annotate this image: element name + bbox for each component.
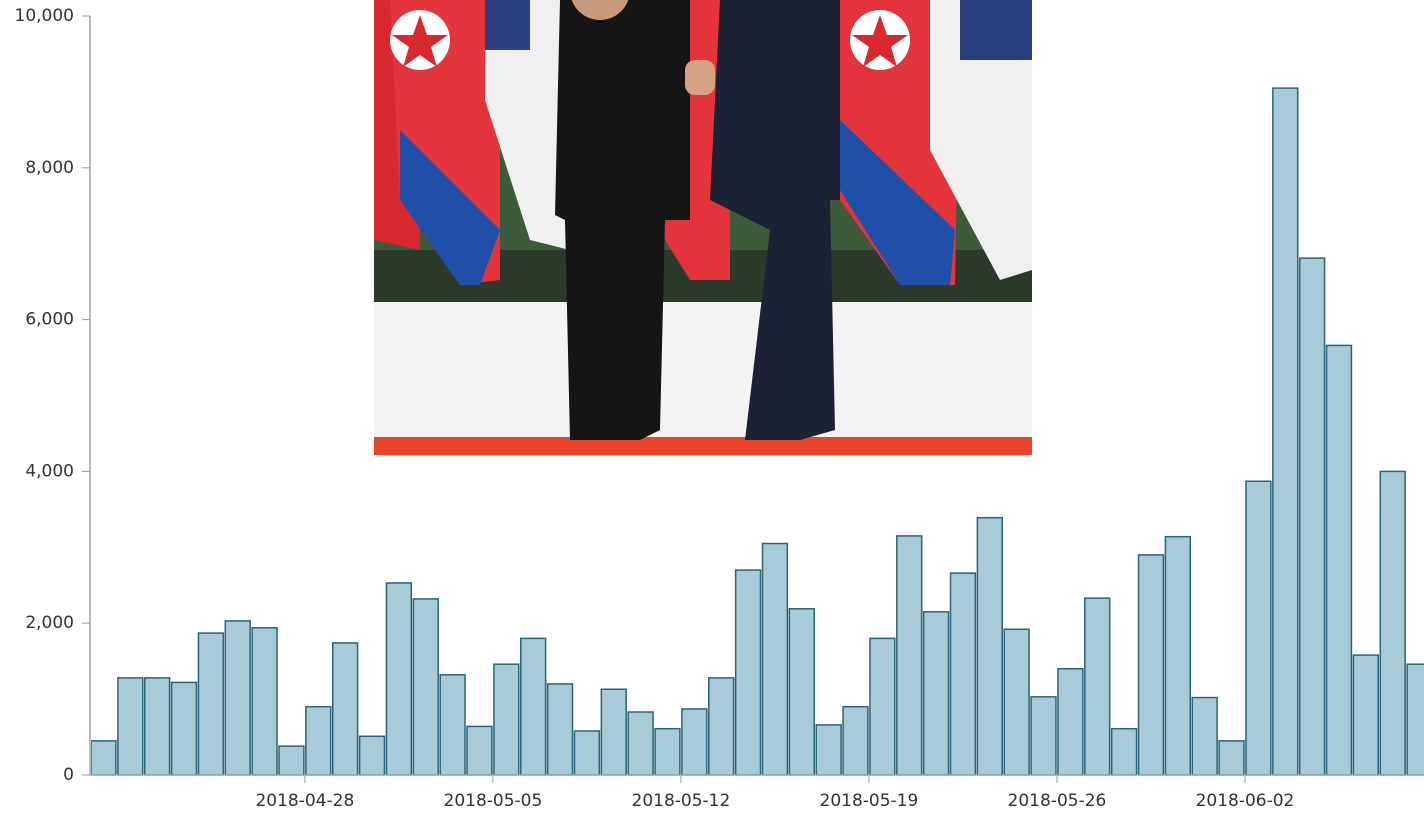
bar	[143, 677, 171, 776]
bar	[412, 598, 439, 776]
bar	[896, 535, 923, 776]
bar	[1218, 740, 1245, 776]
bar	[1003, 628, 1030, 776]
bar	[1298, 257, 1326, 776]
bar	[1137, 554, 1165, 776]
bar	[1272, 87, 1299, 776]
bar	[1245, 480, 1272, 776]
bar	[385, 582, 413, 776]
bar	[949, 572, 977, 776]
bar	[224, 620, 251, 776]
bar	[761, 542, 789, 776]
bar	[627, 711, 654, 776]
bar	[815, 724, 842, 776]
bar	[1325, 344, 1353, 776]
bar	[439, 674, 466, 776]
bar	[278, 745, 305, 776]
bar	[573, 730, 601, 776]
x-tick-label: 2018-06-02	[1196, 791, 1295, 811]
bar	[466, 725, 493, 776]
x-tick-label: 2018-05-26	[1008, 791, 1107, 811]
y-tick-label: 2,000	[25, 613, 74, 633]
y-tick-label: 0	[63, 765, 74, 785]
bar	[600, 688, 627, 776]
bar	[976, 516, 1003, 776]
bar	[305, 705, 332, 776]
bar	[842, 705, 869, 776]
y-tick-label: 6,000	[25, 310, 74, 330]
bar	[1379, 470, 1406, 776]
bar	[1084, 597, 1111, 776]
bar	[1164, 535, 1192, 776]
bar	[1191, 696, 1218, 776]
bar	[788, 608, 815, 776]
y-tick-label: 8,000	[25, 158, 74, 178]
bar	[197, 632, 225, 776]
bar	[654, 727, 681, 776]
bar	[1406, 663, 1424, 776]
y-tick-label: 4,000	[25, 461, 74, 481]
bar	[331, 642, 359, 776]
x-tick-label: 2018-05-12	[632, 791, 731, 811]
bar	[734, 569, 762, 776]
x-tick-label: 2018-05-05	[444, 791, 543, 811]
bar	[1030, 696, 1057, 776]
bar	[869, 637, 896, 776]
bar	[358, 735, 386, 776]
bar	[546, 683, 574, 776]
bar	[90, 740, 117, 776]
bar	[170, 681, 198, 776]
bar	[251, 627, 278, 776]
y-tick-label: 10,000	[15, 6, 74, 26]
photo	[374, 0, 1032, 455]
bar	[708, 677, 735, 776]
x-tick-label: 2018-05-19	[820, 791, 919, 811]
bar	[117, 677, 144, 776]
x-tick-label: 2018-04-28	[255, 791, 354, 811]
bar	[493, 663, 520, 776]
bar	[681, 708, 708, 776]
bar	[922, 611, 950, 776]
bar	[1110, 727, 1138, 776]
bar	[520, 637, 547, 776]
bar	[1352, 654, 1380, 776]
bar	[1057, 667, 1084, 776]
